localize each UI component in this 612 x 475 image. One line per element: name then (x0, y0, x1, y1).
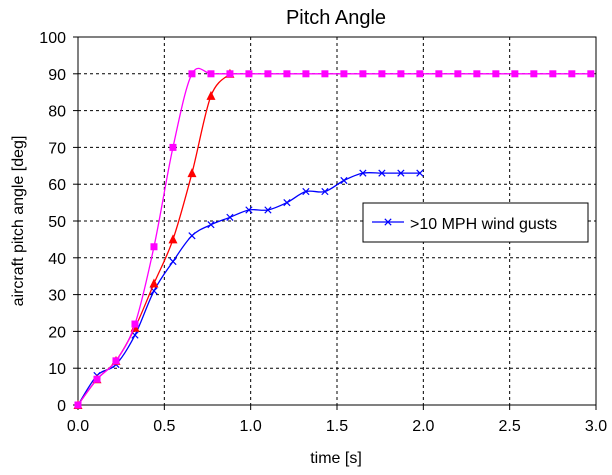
series-2 (74, 169, 424, 409)
data-point (454, 70, 462, 78)
data-point (397, 169, 405, 177)
y-tick-label: 20 (48, 324, 66, 341)
data-point (245, 206, 253, 214)
data-point (321, 187, 329, 196)
data-point (206, 90, 216, 100)
data-point (93, 375, 101, 383)
series-group (73, 67, 595, 409)
data-point (74, 401, 82, 409)
data-point (549, 70, 557, 78)
x-tick-label: 2.5 (499, 418, 521, 435)
data-point (302, 187, 310, 196)
y-tick-label: 40 (48, 251, 66, 268)
y-tick-label: 10 (48, 361, 66, 378)
data-point (168, 234, 178, 244)
data-point (207, 221, 215, 229)
data-point (131, 320, 139, 328)
legend-label: >10 MPH wind gusts (410, 216, 557, 233)
data-point (340, 176, 348, 185)
data-point (587, 70, 595, 78)
data-point (473, 70, 481, 78)
y-axis-label: aircraft pitch angle [deg] (10, 136, 27, 307)
x-tick-label: 1.0 (240, 418, 262, 435)
data-point (492, 70, 500, 78)
data-point (226, 70, 234, 78)
x-tick-label: 1.5 (326, 418, 348, 435)
series-line (77, 67, 591, 406)
data-point (207, 70, 215, 78)
data-point (149, 278, 159, 288)
data-point (340, 70, 348, 78)
series-0 (74, 67, 595, 409)
data-point (530, 70, 538, 78)
y-tick-label: 0 (57, 398, 66, 415)
y-tick-label: 80 (48, 104, 66, 121)
x-tick-label: 0.5 (153, 418, 175, 435)
axis-ticks: 0 10 20 30 40 50 60 70 80 90 100 0.0 0.5 1.0 1.5 2.0 2.5… (39, 30, 607, 435)
y-tick-label: 30 (48, 288, 66, 305)
data-point (359, 70, 367, 78)
y-tick-label: 50 (48, 214, 66, 231)
data-point (283, 70, 291, 78)
data-point (397, 70, 405, 78)
data-point (378, 169, 386, 177)
y-tick-label: 90 (48, 67, 66, 84)
data-point (416, 169, 424, 177)
data-point (169, 143, 177, 151)
data-point (321, 70, 329, 78)
data-point (112, 357, 120, 365)
data-point (359, 169, 367, 177)
data-point (435, 70, 443, 78)
data-point (188, 70, 196, 78)
data-point (226, 213, 234, 221)
legend: >10 MPH wind gusts (362, 202, 589, 243)
y-tick-label: 60 (48, 177, 66, 194)
data-point (245, 70, 253, 78)
data-point (283, 198, 291, 207)
data-point (302, 70, 310, 78)
data-point (169, 257, 177, 266)
data-point (150, 243, 158, 251)
x-tick-label: 3.0 (585, 418, 607, 435)
y-tick-label: 100 (39, 30, 66, 47)
x-tick-label: 0.0 (67, 418, 89, 435)
legend-marker-sample (384, 218, 392, 226)
data-point (568, 70, 576, 78)
x-tick-label: 2.0 (412, 418, 434, 435)
data-point (264, 206, 272, 214)
data-point (416, 70, 424, 78)
data-point (188, 232, 196, 240)
data-point (187, 168, 197, 178)
x-axis-label: time [s] (310, 450, 362, 467)
chart-title: Pitch Angle (286, 7, 386, 29)
grid (78, 37, 596, 405)
data-point (378, 70, 386, 78)
data-point (264, 70, 272, 78)
y-tick-label: 70 (48, 140, 66, 157)
data-point (511, 70, 519, 78)
